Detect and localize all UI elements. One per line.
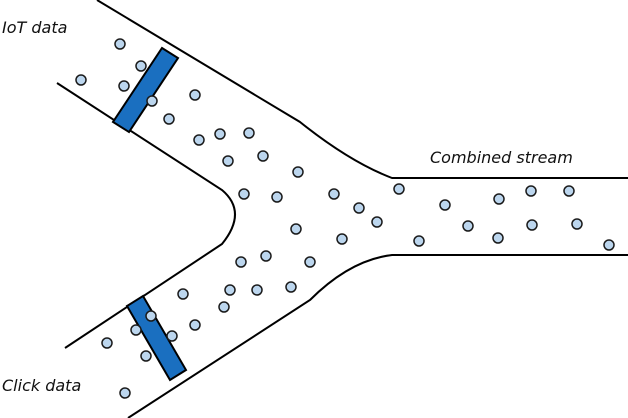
data-particle [166,330,178,342]
data-particle [413,235,425,247]
click-data-label: Click data [2,376,82,395]
data-particle [146,95,158,107]
data-particle [371,216,383,228]
iot-stream-bottom-boundary [56,82,236,349]
data-particle [439,199,451,211]
data-particle [218,301,230,313]
data-particle [251,284,263,296]
data-particle [285,281,297,293]
data-particle [235,256,247,268]
data-particle [130,324,142,336]
data-particle [75,74,87,86]
data-particle [224,284,236,296]
particles-group [75,38,615,399]
data-particle [304,256,316,268]
data-particle [189,319,201,331]
data-particle [292,166,304,178]
data-particle [328,188,340,200]
click-stream-bottom-boundary [127,254,628,418]
click-gate [125,294,188,382]
data-particle [492,232,504,244]
data-particle [290,223,302,235]
data-particle [135,60,147,72]
data-particle [214,128,226,140]
data-particle [177,288,189,300]
data-particle [271,191,283,203]
data-particle [114,38,126,50]
data-particle [101,337,113,349]
data-particle [119,387,131,399]
data-particle [563,185,575,197]
data-particle [243,127,255,139]
data-particle [118,80,130,92]
iot-stream-top-boundary [96,0,628,179]
data-particle [260,250,272,262]
data-particle [525,185,537,197]
data-particle [163,113,175,125]
data-particle [603,239,615,251]
data-particle [257,150,269,162]
data-particle [493,193,505,205]
data-particle [189,89,201,101]
combined-stream-label: Combined stream [430,148,573,167]
data-particle [571,218,583,230]
data-particle [353,202,365,214]
data-particle [238,188,250,200]
data-particle [526,219,538,231]
data-particle [145,310,157,322]
iot-gate [111,46,180,134]
data-particle [462,220,474,232]
data-particle [140,350,152,362]
iot-data-label: IoT data [2,18,68,37]
data-particle [193,134,205,146]
data-particle [393,183,405,195]
data-particle [336,233,348,245]
data-particle [222,155,234,167]
